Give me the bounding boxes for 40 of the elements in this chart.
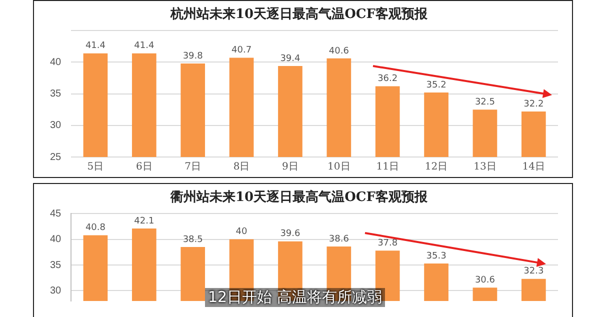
data-label: 32.3 (524, 266, 544, 277)
x-tick-label: 11日 (376, 162, 399, 173)
data-label: 32.5 (474, 97, 495, 108)
data-label: 39.6 (280, 229, 301, 240)
data-label: 36.2 (378, 74, 398, 84)
y-tick-label: 40 (50, 56, 62, 68)
data-label: 35.3 (426, 251, 446, 262)
data-label: 38.5 (182, 234, 203, 245)
data-label: 41.4 (85, 41, 106, 52)
y-tick-label: 45 (50, 208, 62, 220)
y-tick-label: 35 (50, 88, 62, 100)
data-label: 35.2 (426, 80, 446, 90)
data-label: 40.6 (328, 46, 350, 56)
x-tick-label: 10日 (328, 162, 350, 173)
x-tick-label: 12日 (424, 162, 448, 173)
data-label: 40 (236, 227, 248, 238)
data-label: 38.6 (328, 234, 350, 244)
x-tick-label: 9日 (282, 162, 298, 173)
data-label: 30.6 (474, 275, 496, 286)
x-tick-label: 6日 (136, 162, 152, 173)
x-tick-label: 5日 (87, 162, 104, 173)
x-tick-label: 13日 (474, 162, 496, 173)
x-tick-label: 14日 (522, 162, 546, 173)
data-label: 40.8 (85, 223, 106, 234)
y-tick-label: 30 (50, 120, 62, 132)
chart-title: 杭州站未来10天逐日最高气温OCF客观预报 (170, 6, 428, 22)
chart-title: 衢州站未来10天逐日最高气温OCF客观预报 (170, 189, 428, 206)
x-tick-label: 8日 (233, 162, 250, 173)
x-tick-label: 7日 (184, 162, 202, 173)
y-tick-label: 35 (50, 260, 62, 271)
y-tick-label: 30 (50, 285, 62, 296)
data-label: 41.4 (134, 41, 154, 52)
y-tick-label: 25 (50, 152, 62, 163)
data-label: 37.8 (378, 238, 398, 248)
data-label: 39.8 (182, 51, 204, 62)
data-label: 32.2 (524, 99, 544, 110)
y-tick-label: 40 (50, 234, 62, 246)
data-label: 42.1 (134, 216, 154, 226)
data-label: 39.4 (280, 54, 301, 64)
data-label: 40.7 (232, 46, 252, 56)
